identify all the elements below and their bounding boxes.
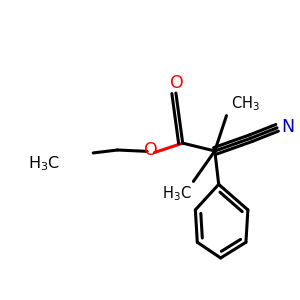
Text: N: N — [281, 118, 295, 136]
Text: O: O — [169, 74, 183, 92]
Text: O: O — [144, 142, 158, 160]
Text: H$_3$C: H$_3$C — [162, 184, 192, 203]
Text: CH$_3$: CH$_3$ — [231, 94, 260, 113]
Text: H$_3$C: H$_3$C — [28, 154, 60, 173]
